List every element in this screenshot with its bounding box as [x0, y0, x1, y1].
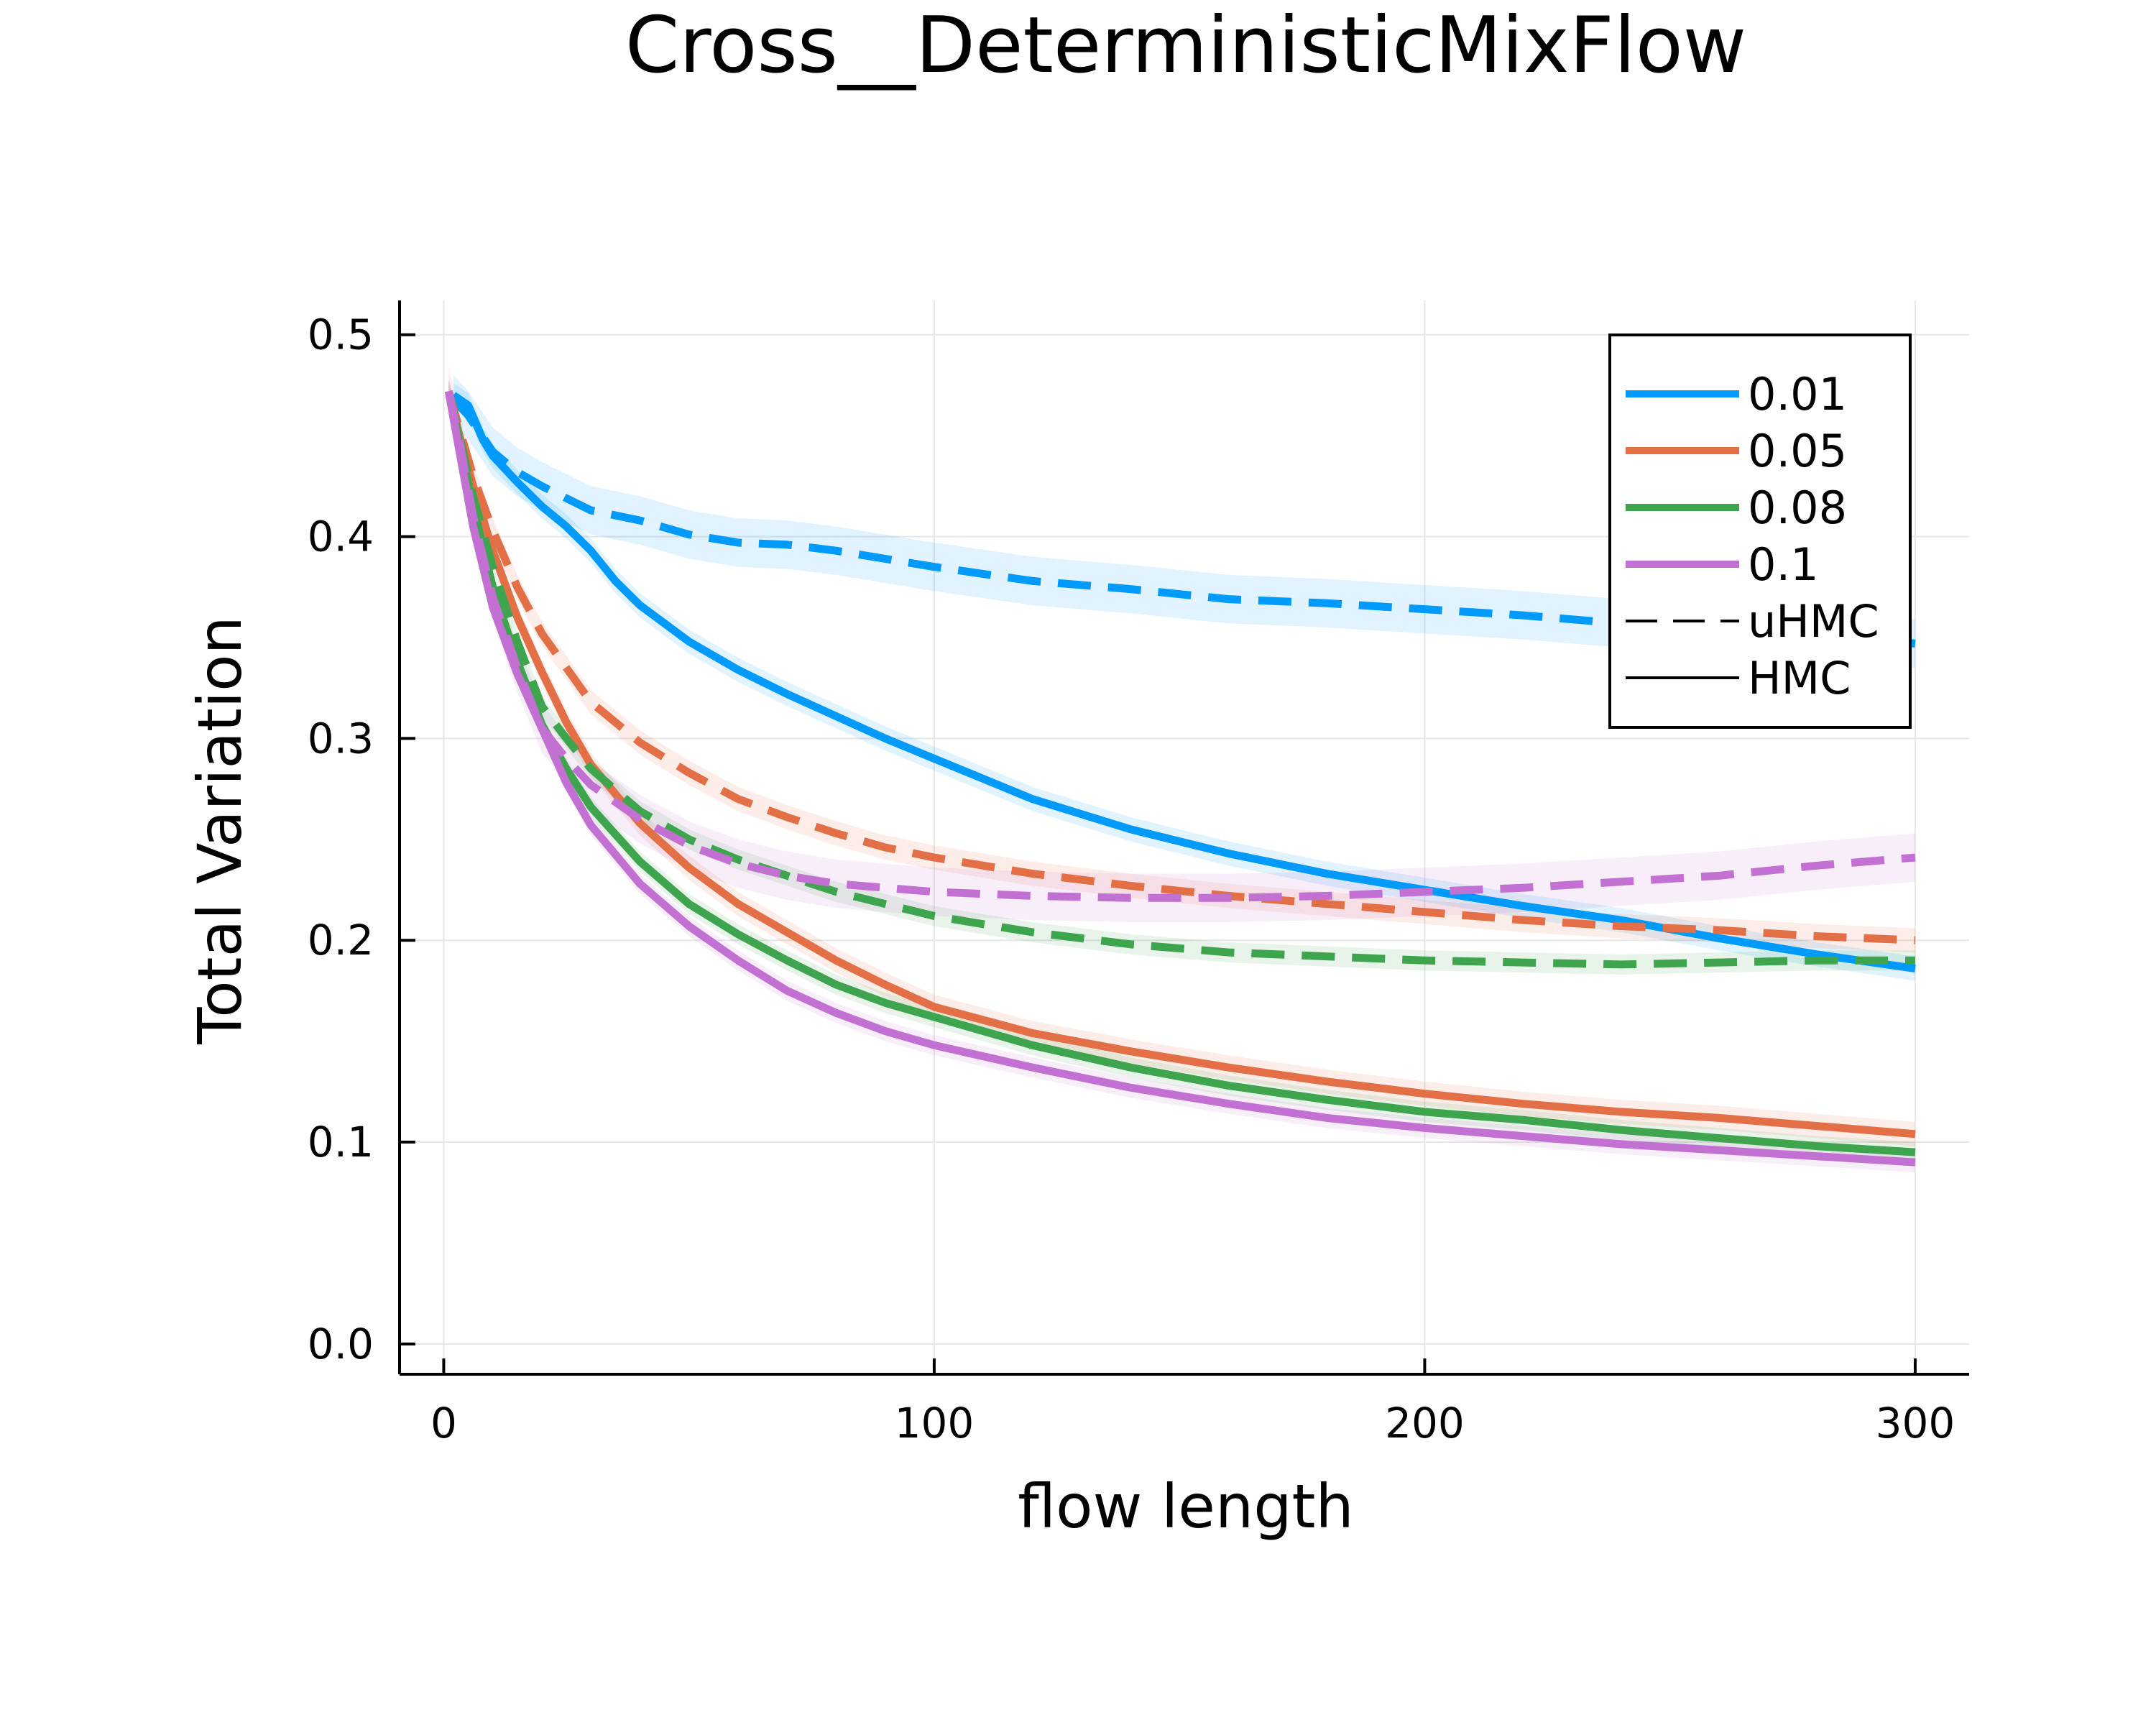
series-line-0-1-uhmc: [444, 390, 1916, 902]
series-line-0-08-uhmc: [444, 390, 1915, 969]
y-tick-label-3: 0.3: [308, 714, 374, 763]
y-tick-label-1: 0.1: [308, 1118, 374, 1167]
series-line-0-1-hmc: [444, 390, 1916, 1167]
chart-title: Cross__DeterministicMixFlow: [625, 1, 1746, 91]
y-tick-label-2: 0.2: [308, 916, 374, 965]
x-tick-label-0: 0: [430, 1399, 457, 1448]
y-tick-label-4: 0.4: [308, 512, 374, 561]
y-ticks: 0.0 0.1 0.2 0.3 0.4 0.5: [308, 310, 415, 1368]
band-0-01-hmc: [453, 383, 1915, 981]
y-axis-label: Total Variation: [185, 616, 255, 1045]
legend-label-0-1: 0.1: [1748, 538, 1819, 591]
confidence-bands: [448, 367, 1915, 1173]
series-lines: [444, 390, 1916, 1167]
x-tick-label-2: 200: [1385, 1399, 1465, 1448]
legend-label-hmc: HMC: [1748, 652, 1851, 704]
y-tick-label-5: 0.5: [308, 310, 374, 359]
x-tick-label-1: 100: [895, 1399, 975, 1448]
band-0-1-uhmc: [448, 367, 1915, 922]
x-axis-label: flow length: [1018, 1471, 1353, 1542]
legend-box: [1608, 334, 1912, 729]
series-line-0-01-uhmc: [451, 396, 1916, 648]
x-tick-label-3: 300: [1876, 1399, 1955, 1448]
series-line-0-05-hmc: [444, 390, 1916, 1138]
legend-label-0-08: 0.08: [1748, 482, 1847, 534]
y-tick-label-0: 0.0: [308, 1320, 374, 1368]
axes: [398, 300, 1969, 1376]
band-0-08-hmc: [448, 381, 1915, 1163]
series-line-0-05-uhmc: [444, 390, 1916, 944]
band-0-01-uhmc: [453, 374, 1915, 668]
series-line-0-01-hmc: [451, 392, 1916, 972]
band-0-05-hmc: [448, 379, 1915, 1146]
legend-label-0-01: 0.01: [1748, 368, 1847, 420]
legend-label-0-05: 0.05: [1748, 425, 1847, 477]
x-ticks: 0 100 200 300: [430, 1358, 1955, 1448]
legend-label-uhmc: uHMC: [1748, 595, 1879, 648]
